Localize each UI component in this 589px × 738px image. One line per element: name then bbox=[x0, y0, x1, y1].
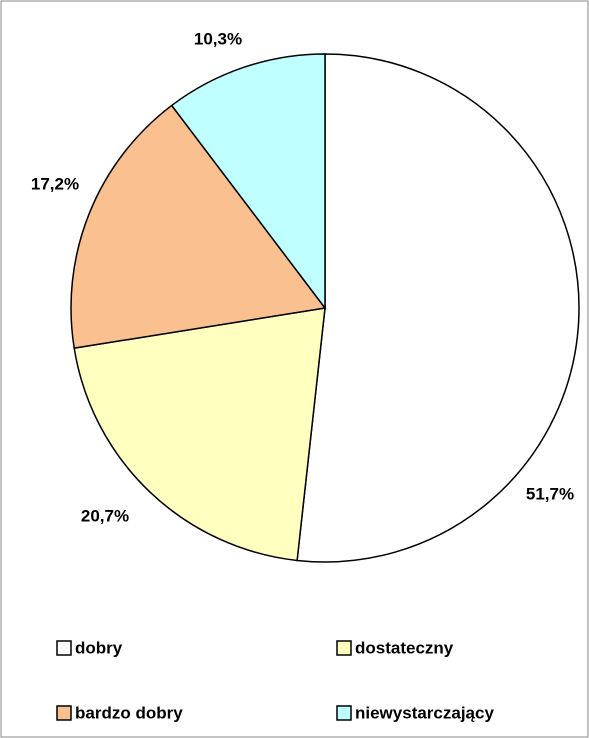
pie-slice bbox=[70, 104, 327, 350]
data-label: 51,7% bbox=[526, 484, 574, 503]
legend-swatch bbox=[336, 705, 352, 721]
data-label: 10,3% bbox=[194, 29, 242, 48]
legend-label: niewystarczający bbox=[355, 703, 494, 722]
legend-swatch bbox=[336, 640, 352, 656]
legend-swatch bbox=[56, 705, 72, 721]
legend-swatch bbox=[56, 640, 72, 656]
pie-slice bbox=[170, 53, 326, 311]
legend-label: dostateczny bbox=[355, 638, 454, 657]
legend-label: bardzo dobry bbox=[75, 703, 183, 722]
pie-slice bbox=[73, 307, 326, 562]
data-label: 17,2% bbox=[31, 174, 79, 193]
pie-slice bbox=[296, 53, 580, 563]
legend-label: dobry bbox=[75, 638, 123, 657]
data-label: 20,7% bbox=[81, 506, 129, 525]
